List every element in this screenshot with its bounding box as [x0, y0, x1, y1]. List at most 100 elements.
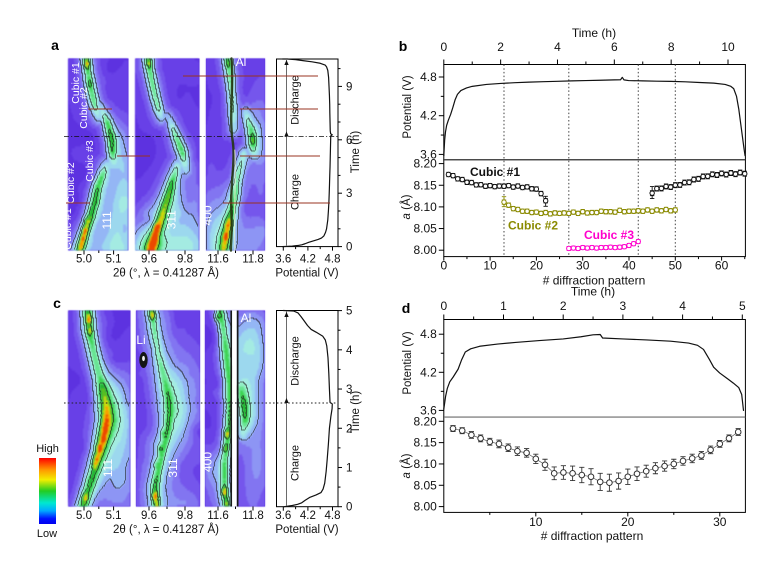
- svg-text:5.0: 5.0: [76, 510, 92, 522]
- svg-text:11.6: 11.6: [207, 510, 229, 522]
- svg-text:40: 40: [622, 259, 636, 273]
- svg-text:Cubic #3: Cubic #3: [584, 228, 634, 242]
- svg-text:4: 4: [679, 299, 686, 313]
- svg-text:9.6: 9.6: [141, 254, 157, 266]
- svg-text:4.2: 4.2: [420, 365, 437, 379]
- svg-text:4.2: 4.2: [420, 109, 437, 123]
- svg-text:8.10: 8.10: [413, 200, 437, 214]
- svg-text:0: 0: [440, 259, 447, 273]
- svg-text:8.20: 8.20: [413, 157, 437, 171]
- svg-text:b: b: [399, 38, 408, 54]
- svg-text:Potential (V): Potential (V): [402, 331, 414, 394]
- svg-text:111: 111: [101, 459, 115, 478]
- svg-text:9.8: 9.8: [177, 510, 193, 522]
- svg-text:30: 30: [713, 515, 727, 529]
- svg-text:Time (h): Time (h): [571, 285, 615, 299]
- svg-text:0: 0: [440, 40, 447, 54]
- svg-text:2: 2: [497, 40, 504, 54]
- svg-text:# diffraction pattern: # diffraction pattern: [543, 274, 646, 288]
- svg-text:Li: Li: [136, 333, 145, 347]
- svg-text:Cubic #2: Cubic #2: [78, 87, 90, 129]
- svg-text:11.6: 11.6: [207, 254, 229, 266]
- svg-text:Al: Al: [236, 55, 247, 69]
- svg-text:Time (h): Time (h): [572, 26, 616, 40]
- svg-text:Al: Al: [241, 311, 252, 325]
- svg-text:Cubic #1: Cubic #1: [62, 208, 74, 250]
- svg-text:8.05: 8.05: [413, 222, 437, 236]
- svg-text:Time (h): Time (h): [350, 391, 362, 434]
- svg-text:8.00: 8.00: [413, 500, 437, 514]
- svg-text:60: 60: [715, 259, 729, 273]
- svg-text:4.8: 4.8: [420, 327, 437, 341]
- svg-text:1: 1: [500, 299, 507, 313]
- svg-text:311: 311: [166, 458, 180, 477]
- svg-text:6: 6: [611, 40, 618, 54]
- svg-text:3.6: 3.6: [420, 147, 437, 161]
- svg-text:4.8: 4.8: [325, 254, 341, 266]
- svg-text:8.20: 8.20: [413, 414, 437, 428]
- svg-text:Potential (V): Potential (V): [275, 268, 338, 280]
- svg-text:Charge: Charge: [290, 174, 302, 210]
- svg-text:3.6: 3.6: [275, 254, 291, 266]
- svg-text:10: 10: [529, 515, 543, 529]
- svg-text:Discharge: Discharge: [290, 336, 302, 386]
- svg-text:9.6: 9.6: [141, 510, 157, 522]
- svg-text:4.8: 4.8: [420, 70, 437, 84]
- svg-text:Low: Low: [37, 528, 57, 540]
- svg-text:400: 400: [201, 205, 215, 225]
- svg-text:Potential (V): Potential (V): [275, 524, 338, 536]
- svg-text:4.8: 4.8: [325, 510, 341, 522]
- svg-text:Discharge: Discharge: [290, 75, 302, 125]
- svg-text:30: 30: [576, 259, 590, 273]
- svg-text:400: 400: [201, 452, 215, 472]
- svg-text:0: 0: [346, 502, 352, 514]
- svg-text:8.15: 8.15: [413, 436, 437, 450]
- svg-text:a (Å): a (Å): [400, 453, 413, 478]
- svg-text:Charge: Charge: [290, 445, 302, 481]
- svg-text:8.05: 8.05: [413, 478, 437, 492]
- svg-text:5.1: 5.1: [106, 510, 122, 522]
- svg-text:Cubic #1: Cubic #1: [70, 62, 82, 104]
- svg-text:8.15: 8.15: [413, 178, 437, 192]
- svg-text:4.2: 4.2: [300, 254, 316, 266]
- svg-text:11.8: 11.8: [242, 510, 264, 522]
- svg-text:10: 10: [483, 259, 497, 273]
- svg-text:5.0: 5.0: [76, 254, 92, 266]
- svg-text:2: 2: [560, 299, 567, 313]
- svg-text:5: 5: [346, 306, 352, 318]
- svg-text:d: d: [402, 300, 411, 316]
- svg-text:9.8: 9.8: [177, 254, 193, 266]
- svg-text:8.10: 8.10: [413, 457, 437, 471]
- svg-text:3.6: 3.6: [420, 403, 437, 417]
- svg-text:5.1: 5.1: [106, 254, 122, 266]
- svg-text:Cubic #2: Cubic #2: [65, 162, 77, 204]
- svg-text:6: 6: [346, 135, 352, 147]
- svg-text:20: 20: [621, 515, 635, 529]
- svg-text:Cubic #3: Cubic #3: [84, 140, 96, 182]
- svg-text:4: 4: [346, 345, 353, 357]
- svg-text:0: 0: [346, 242, 352, 254]
- svg-text:10: 10: [721, 40, 735, 54]
- svg-text:Cubic #1: Cubic #1: [470, 165, 520, 179]
- svg-text:4: 4: [554, 40, 561, 54]
- svg-text:c: c: [53, 295, 61, 311]
- svg-text:High: High: [36, 443, 59, 455]
- svg-text:a: a: [51, 37, 59, 53]
- svg-text:2θ (°, λ = 0.41287 Å): 2θ (°, λ = 0.41287 Å): [113, 523, 219, 536]
- svg-text:a (Å): a (Å): [400, 194, 413, 219]
- svg-text:1: 1: [346, 462, 352, 474]
- svg-text:4.2: 4.2: [300, 510, 316, 522]
- svg-text:3: 3: [346, 188, 352, 200]
- svg-text:8: 8: [668, 40, 675, 54]
- svg-text:0: 0: [440, 299, 447, 313]
- svg-text:Time (h): Time (h): [350, 131, 362, 174]
- svg-text:2θ (°, λ = 0.41287 Å): 2θ (°, λ = 0.41287 Å): [113, 267, 219, 280]
- svg-text:311: 311: [164, 210, 178, 229]
- svg-text:5: 5: [739, 299, 746, 313]
- svg-text:8.00: 8.00: [413, 243, 437, 257]
- svg-text:# diffraction pattern: # diffraction pattern: [541, 529, 644, 543]
- svg-text:Potential (V): Potential (V): [402, 75, 414, 138]
- svg-text:3.6: 3.6: [275, 510, 291, 522]
- svg-text:2: 2: [346, 423, 352, 435]
- svg-text:20: 20: [530, 259, 544, 273]
